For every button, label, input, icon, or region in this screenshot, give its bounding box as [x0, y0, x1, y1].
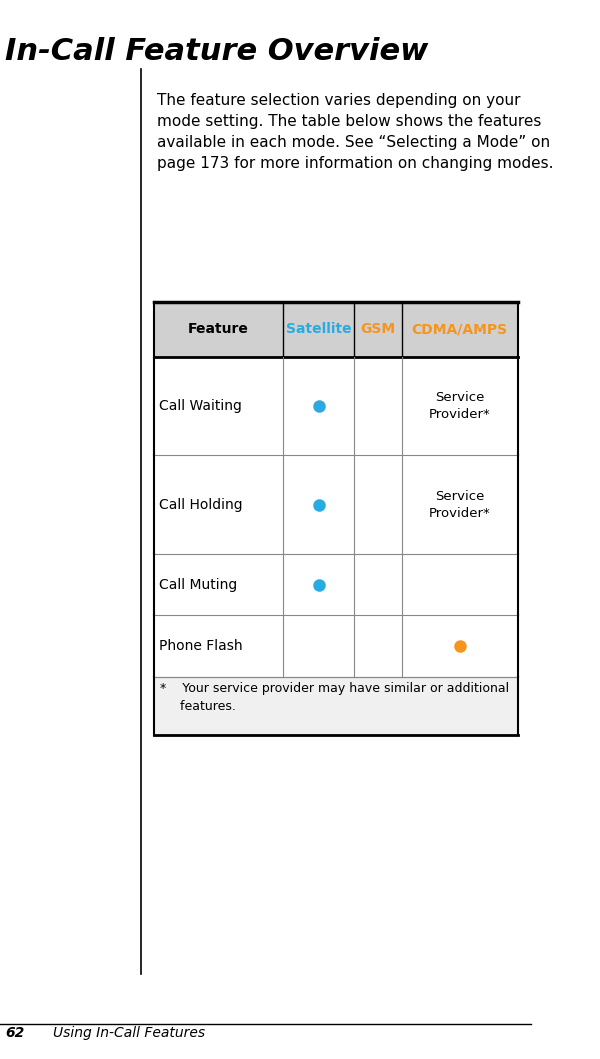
FancyBboxPatch shape: [154, 357, 518, 455]
Text: Phone Flash: Phone Flash: [160, 639, 243, 653]
Text: Call Waiting: Call Waiting: [160, 399, 242, 413]
Text: Feature: Feature: [188, 322, 249, 337]
Text: Call Holding: Call Holding: [160, 498, 243, 511]
Text: 62: 62: [5, 1026, 25, 1040]
Text: Service
Provider*: Service Provider*: [429, 391, 491, 421]
Text: Satellite: Satellite: [286, 322, 352, 337]
Text: Using In-Call Features: Using In-Call Features: [53, 1026, 205, 1040]
Text: In-Call Feature Overview: In-Call Feature Overview: [5, 37, 428, 66]
Text: *    Your service provider may have similar or additional
     features.: * Your service provider may have similar…: [160, 682, 509, 713]
FancyBboxPatch shape: [154, 677, 518, 735]
FancyBboxPatch shape: [154, 302, 518, 357]
Text: CDMA/AMPS: CDMA/AMPS: [412, 322, 508, 337]
FancyBboxPatch shape: [154, 554, 518, 615]
FancyBboxPatch shape: [154, 615, 518, 677]
Text: Call Muting: Call Muting: [160, 577, 238, 592]
Text: Service
Provider*: Service Provider*: [429, 489, 491, 520]
Text: GSM: GSM: [361, 322, 395, 337]
Text: The feature selection varies depending on your
mode setting. The table below sho: The feature selection varies depending o…: [157, 93, 553, 172]
FancyBboxPatch shape: [154, 455, 518, 554]
